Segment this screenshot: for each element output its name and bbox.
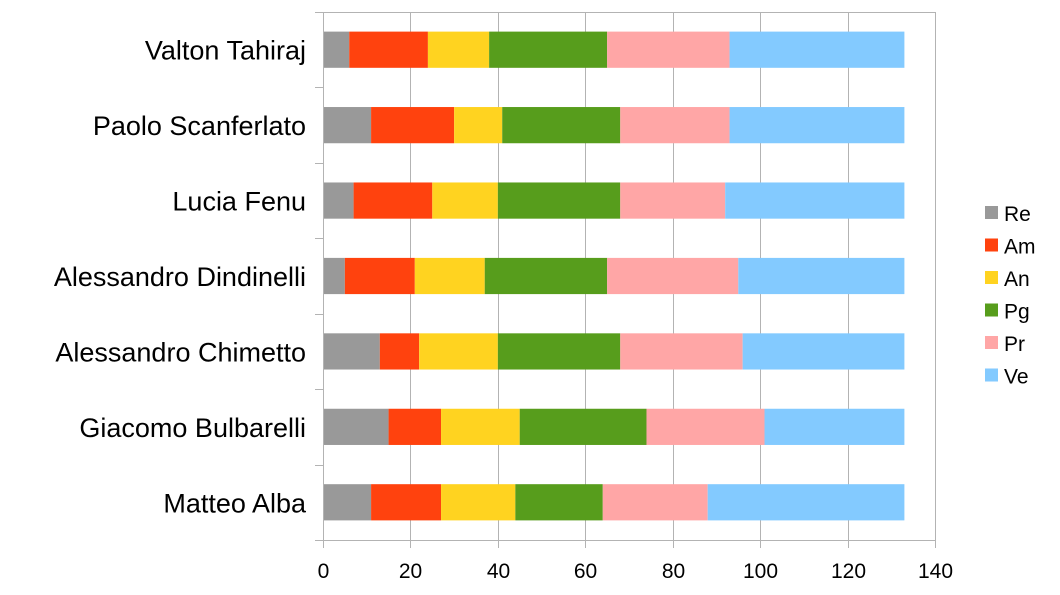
bar-pr-0 [607, 31, 730, 68]
x-tick-label: 40 [487, 560, 510, 583]
legend-swatch-am [985, 238, 998, 252]
bar-pg-3 [484, 257, 608, 295]
bar-am-6 [371, 484, 442, 521]
bar-an-3 [414, 257, 485, 295]
category-label: Lucia Fenu [172, 187, 306, 217]
bar-pg-6 [515, 484, 603, 521]
category-label: Matteo Alba [163, 488, 307, 518]
bar-an-0 [427, 31, 490, 68]
x-tick-label: 60 [574, 560, 597, 583]
bar-pr-4 [620, 333, 743, 370]
bar-pg-1 [502, 107, 621, 144]
bar-pr-2 [620, 182, 726, 219]
bar-am-5 [388, 408, 442, 445]
category-label: Valton Tahiraj [145, 36, 306, 66]
bar-re-1 [323, 107, 372, 144]
x-tick-label: 100 [743, 560, 778, 583]
bar-pg-4 [497, 333, 621, 370]
bar-am-0 [349, 31, 428, 68]
legend-label-ve: Ve [1004, 366, 1029, 389]
x-tick-label: 120 [831, 560, 866, 583]
legend-label-pg: Pg [1004, 301, 1030, 324]
legend-swatch-pr [985, 336, 998, 349]
x-tick-labels: 0 20 40 60 80 100 120 140 [318, 560, 953, 583]
bar-ve-3 [738, 257, 905, 295]
bar-pr-1 [620, 107, 730, 144]
bar-pr-5 [646, 408, 765, 445]
legend-swatch-re [985, 206, 998, 219]
legend-label-am: Am [1004, 236, 1036, 259]
bar-ve-5 [764, 408, 905, 445]
bar-an-5 [441, 408, 520, 445]
bar-pg-2 [497, 182, 621, 219]
bar-pg-5 [519, 408, 647, 445]
legend-label-an: An [1004, 268, 1030, 291]
bar-an-2 [432, 182, 498, 219]
bar-re-5 [323, 408, 389, 445]
legend-label-pr: Pr [1004, 333, 1025, 356]
bar-ve-0 [729, 31, 905, 68]
bar-pg-0 [489, 31, 608, 68]
bar-am-4 [379, 333, 420, 370]
x-tick-label: 80 [662, 560, 685, 583]
bar-ve-2 [725, 182, 905, 219]
bar-re-4 [323, 333, 380, 370]
bar-pr-3 [607, 257, 739, 295]
category-label: Paolo Scanferlato [93, 111, 306, 141]
bar-an-6 [441, 484, 516, 521]
category-labels: Valton Tahiraj Paolo Scanferlato Lucia Fen… [54, 36, 307, 519]
bar-re-6 [323, 484, 372, 521]
x-tick-label: 0 [318, 560, 330, 583]
bar-series [323, 31, 905, 521]
legend: Re Am An Pg Pr Ve [985, 203, 1036, 389]
x-tick-label: 20 [399, 560, 422, 583]
bar-re-3 [323, 257, 345, 295]
bar-pr-6 [602, 484, 708, 521]
category-label: Giacomo Bulbarelli [79, 413, 306, 443]
bar-am-2 [353, 182, 433, 219]
bar-an-1 [454, 107, 503, 144]
bar-ve-1 [729, 107, 905, 144]
bar-re-2 [323, 182, 354, 219]
bar-an-4 [419, 333, 498, 370]
axes [315, 12, 935, 541]
legend-swatch-pg [985, 303, 998, 317]
bar-re-0 [323, 31, 350, 68]
category-label: Alessandro Dindinelli [54, 262, 306, 292]
bar-am-1 [371, 107, 455, 144]
bar-am-3 [344, 257, 415, 295]
legend-swatch-ve [985, 368, 998, 382]
legend-label-re: Re [1004, 203, 1031, 226]
category-label: Alessandro Chimetto [55, 337, 306, 367]
bar-ve-4 [742, 333, 905, 370]
legend-swatch-an [985, 271, 998, 284]
x-tick-label: 140 [918, 560, 953, 583]
bar-ve-6 [707, 484, 905, 521]
